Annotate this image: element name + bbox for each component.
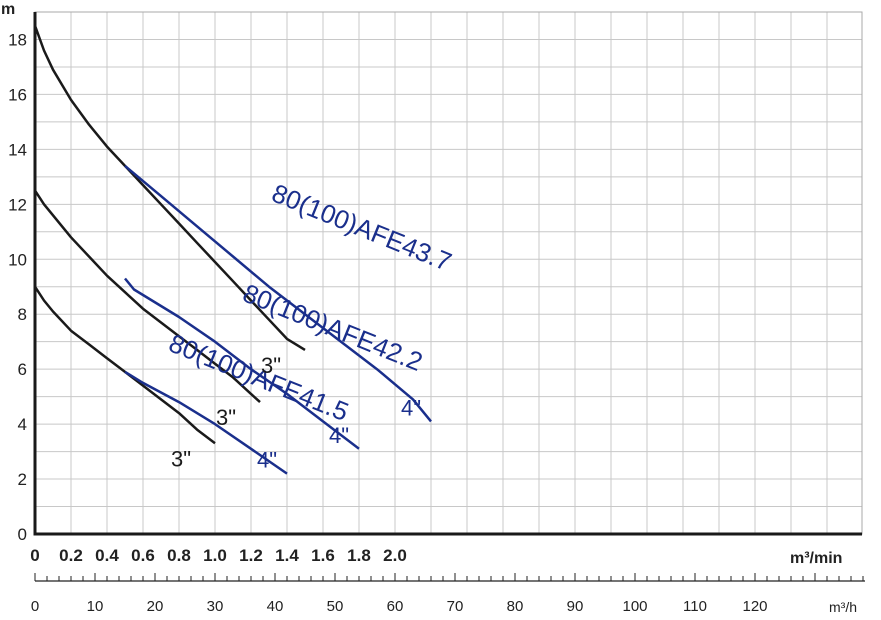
secondary-x-tick-label: 110 — [683, 598, 707, 615]
curve-black-1 — [33, 189, 261, 404]
y-tick-label: 6 — [18, 360, 27, 379]
series-name-label: 80(100)AFE41.5 — [165, 328, 353, 427]
curve-blue-3 — [124, 164, 432, 423]
pipe-size-label: 3" — [216, 405, 236, 430]
x-tick-label: 0.8 — [167, 546, 191, 565]
y-tick-label: 12 — [8, 195, 27, 214]
y-tick-label: 4 — [18, 415, 27, 434]
curve-blue-4 — [124, 277, 360, 450]
pipe-size-label: 3" — [171, 446, 191, 471]
secondary-x-axis: 0 10 20 30 40 50 60 70 80 90 100 110 120 — [31, 573, 865, 615]
curve-blue-5 — [124, 370, 288, 475]
y-tick-label: 14 — [8, 140, 27, 159]
x-tick-label: 0.6 — [131, 546, 155, 565]
x-tick-label: 0.4 — [95, 546, 119, 565]
x-tick-label: 0 — [30, 546, 39, 565]
secondary-x-tick-label: 50 — [327, 598, 344, 615]
pipe-size-label: 4" — [257, 448, 277, 473]
secondary-x-axis-unit: m³/h — [829, 599, 857, 615]
secondary-x-tick-label: 70 — [447, 598, 464, 615]
performance-curves — [33, 25, 432, 475]
curve-black-2 — [33, 286, 216, 445]
grid — [33, 11, 863, 536]
x-tick-label: 1.6 — [311, 546, 335, 565]
pipe-size-label: 4" — [329, 423, 349, 448]
series-name-label: 80(100)AFE43.7 — [268, 178, 456, 277]
x-tick-label: 1.4 — [275, 546, 299, 565]
secondary-x-tick-label: 60 — [387, 598, 404, 615]
pipe-size-label: 3" — [261, 353, 281, 378]
secondary-x-tick-label: 100 — [622, 598, 647, 615]
x-tick-label: 1.0 — [203, 546, 227, 565]
secondary-x-tick-label: 80 — [507, 598, 524, 615]
secondary-x-tick-label: 20 — [147, 598, 164, 615]
y-axis-unit: m — [1, 1, 15, 18]
y-tick-label: 8 — [18, 305, 27, 324]
y-axis-tick-labels: 0 2 4 6 8 10 12 14 16 18 — [8, 30, 27, 544]
axis-lines — [33, 12, 862, 536]
secondary-x-tick-label: 120 — [742, 598, 767, 615]
x-tick-label: 1.8 — [347, 546, 371, 565]
y-tick-label: 0 — [18, 525, 27, 544]
curve-labels: 80(100)AFE43.780(100)AFE42.280(100)AFE41… — [165, 178, 456, 473]
secondary-x-tick-label: 10 — [87, 598, 104, 615]
plot-border — [34, 11, 863, 535]
secondary-x-tick-label: 90 — [567, 598, 584, 615]
y-tick-label: 10 — [8, 250, 27, 269]
y-tick-label: 2 — [18, 470, 27, 489]
x-axis-unit: m³/min — [790, 550, 842, 567]
x-axis-tick-labels: 0 0.2 0.4 0.6 0.8 1.0 1.2 1.4 1.6 1.8 2.0 — [30, 546, 407, 565]
x-tick-label: 0.2 — [59, 546, 83, 565]
y-tick-label: 18 — [8, 30, 27, 49]
secondary-x-tick-label: 40 — [267, 598, 284, 615]
x-tick-label: 1.2 — [239, 546, 263, 565]
y-tick-label: 16 — [8, 85, 27, 104]
secondary-x-tick-label: 0 — [31, 598, 39, 615]
pipe-size-label: 4" — [401, 395, 421, 420]
curve-black-0 — [33, 25, 306, 351]
secondary-x-tick-label: 30 — [207, 598, 224, 615]
x-tick-label: 2.0 — [383, 546, 407, 565]
